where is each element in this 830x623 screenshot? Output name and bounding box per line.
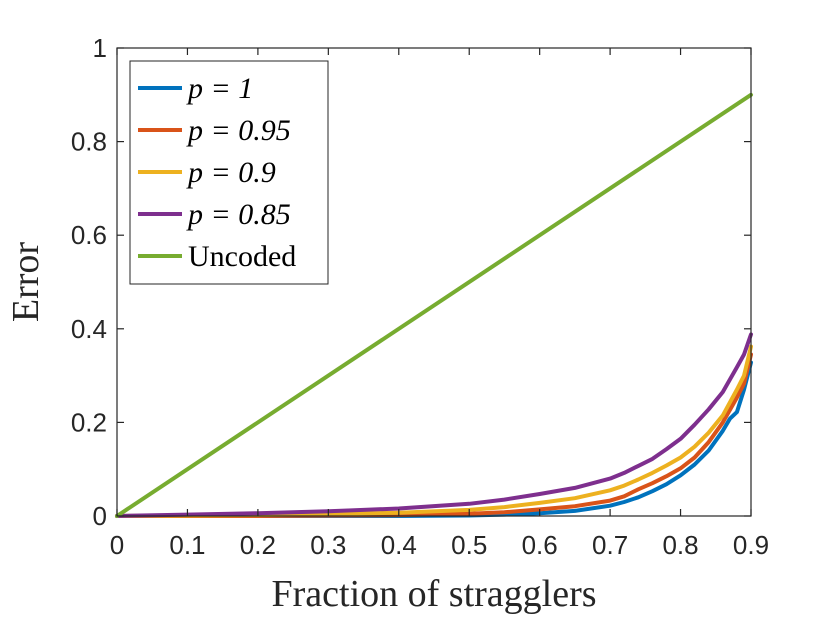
legend-label-0: p = 1 [186,72,253,105]
x-tick-label: 0.4 [381,530,417,560]
x-tick-label: 0 [110,530,124,560]
x-tick-label: 0.8 [662,530,698,560]
x-tick-label: 0.9 [733,530,769,560]
legend-label-1: p = 0.95 [186,114,291,147]
legend-label-3: p = 0.85 [186,198,291,231]
x-tick-label: 0.1 [169,530,205,560]
y-tick-label: 0.2 [71,407,107,437]
y-tick-label: 0.8 [71,127,107,157]
y-axis-title: Error [5,242,47,323]
legend-label-4: Uncoded [188,240,296,273]
x-tick-label: 0.7 [592,530,628,560]
x-tick-label: 0.2 [240,530,276,560]
series-line-3 [115,332,753,518]
y-tick-label: 0.4 [71,314,107,344]
x-tick-label: 0.5 [451,530,487,560]
legend-label-2: p = 0.9 [186,156,276,189]
x-tick-label: 0.3 [310,530,346,560]
legend: p = 1 p = 0.95 p = 0.9 p = 0.85 Uncoded [129,60,329,285]
series-line-4 [115,92,753,518]
x-tick-label: 0.6 [522,530,558,560]
x-axis-title: Fraction of stragglers [271,573,596,615]
ticks-layer: 0 0.1 0.2 0.3 0.4 0.5 0.6 0.7 0.8 0.9 0 0.2 0.4 0.6 0.… [71,33,769,560]
y-tick-label: 1 [93,33,107,63]
y-tick-label: 0 [93,501,107,531]
axes-box [116,47,752,517]
series-line-2 [115,344,753,518]
y-tick-label: 0.6 [71,220,107,250]
